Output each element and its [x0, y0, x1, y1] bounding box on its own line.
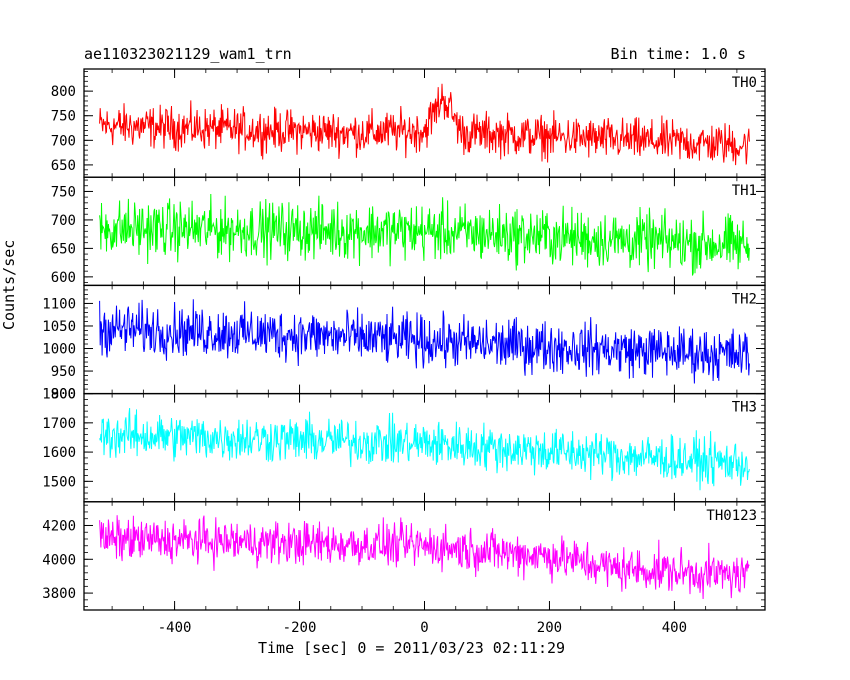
y-tick-label: 1800 — [42, 387, 76, 403]
panel-frame-th0 — [83, 68, 766, 178]
y-tick-label: 1700 — [42, 416, 76, 432]
y-tick-label: 1500 — [42, 474, 76, 490]
y-tick-label: 4000 — [42, 552, 76, 568]
y-tick-label: 3800 — [42, 586, 76, 602]
y-tick-label: 4200 — [42, 518, 76, 534]
y-tick-label: 650 — [51, 241, 76, 257]
x-tick-label: 0 — [420, 620, 428, 636]
y-tick-label: 900 — [51, 387, 76, 403]
y-tick-label: 1050 — [42, 319, 76, 335]
x-tick-label: -200 — [283, 620, 317, 636]
panel-label-th1: TH1 — [732, 183, 757, 199]
y-tick-label: 1600 — [42, 445, 76, 461]
plot-source-title: ae110323021129_wam1_trn — [84, 45, 292, 63]
y-tick-label: 950 — [51, 364, 76, 380]
y-tick-label: 800 — [51, 84, 76, 100]
x-tick-label: 400 — [662, 620, 687, 636]
series-line-th1 — [99, 193, 750, 276]
panel-label-th0: TH0 — [732, 75, 757, 91]
y-tick-label: 750 — [51, 109, 76, 125]
series-line-th0123 — [99, 515, 750, 600]
y-tick-label: 750 — [51, 184, 76, 200]
series-line-th0 — [99, 83, 750, 166]
panel-label-th0123: TH0123 — [706, 508, 757, 524]
y-tick-label: 700 — [51, 213, 76, 229]
y-tick-label: 650 — [51, 158, 76, 174]
panel-label-th3: TH3 — [732, 400, 757, 416]
panel-frame-th0123 — [83, 501, 766, 611]
panel-label-th2: TH2 — [732, 291, 757, 307]
y-tick-label: 700 — [51, 133, 76, 149]
x-axis-label: Time [sec] 0 = 2011/03/23 02:11:29 — [258, 639, 566, 657]
series-line-th3 — [99, 407, 750, 491]
y-tick-label: 1000 — [42, 342, 76, 358]
y-tick-label: 600 — [51, 270, 76, 286]
y-tick-label: 1100 — [42, 296, 76, 312]
bin-time-label: Bin time: 1.0 s — [610, 45, 746, 63]
x-tick-label: 200 — [537, 620, 562, 636]
series-line-th2 — [99, 299, 750, 384]
x-tick-label: -400 — [158, 620, 192, 636]
